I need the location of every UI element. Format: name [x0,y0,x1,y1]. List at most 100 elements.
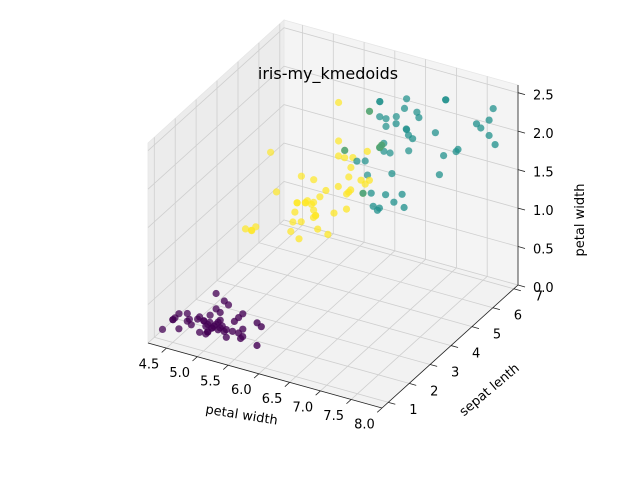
x-tick-label: 4.5 [139,358,160,373]
data-point [169,316,177,324]
data-point [382,115,390,123]
x-tick-label: 5.5 [200,375,221,390]
data-point [322,186,330,195]
data-point [220,297,228,305]
x-tick-mark [346,399,352,405]
data-point [230,317,238,325]
x-tick-mark [223,364,229,370]
data-point [307,200,316,208]
y-axis-label: sepat lenth [457,361,523,420]
data-point [324,230,332,238]
z-tick-label: 2.5 [533,89,554,104]
data-point [237,334,245,343]
data-point [361,157,369,165]
z-tick-label: 0.0 [533,281,554,296]
data-point [413,108,421,116]
data-point [485,131,493,140]
y-tick-mark [388,401,396,405]
data-point [334,182,342,191]
data-points [158,95,499,350]
z-tick-mark [517,246,526,249]
data-point [241,225,250,233]
z-tick-mark [517,130,526,134]
y-tick-label: 1 [409,403,417,418]
data-point [187,321,195,329]
data-point [369,202,377,210]
y-tick-label: 7 [535,290,543,305]
y-tick-mark [471,326,480,329]
data-point [472,120,481,128]
x-tick-label: 7.5 [323,409,344,424]
data-point [375,204,383,212]
z-grid-line [147,27,519,151]
z-axis-label: petal width [573,184,588,257]
data-point [378,141,386,149]
data-point [398,190,406,198]
x-tick-label: 7.0 [293,400,314,415]
data-point [440,152,448,160]
data-point [214,318,222,326]
y-tick-mark [430,364,438,367]
data-point [158,325,167,333]
data-point [365,107,374,115]
data-point [228,327,237,335]
data-point [376,98,384,106]
data-point [247,226,256,234]
data-point [357,176,365,184]
data-point [341,154,349,162]
data-point [289,218,297,226]
data-point [347,163,355,172]
x-tick-label: 8.0 [354,417,375,432]
data-point [409,135,417,143]
x-tick-mark [192,356,198,362]
data-point [390,198,398,206]
data-point [392,113,400,121]
data-point [353,157,361,165]
y-tick-mark [450,345,459,348]
data-point [206,318,214,326]
data-point [435,171,443,179]
data-point [310,206,318,214]
data-point [214,326,222,334]
data-point [382,191,390,199]
y-tick-label: 4 [472,346,480,361]
data-point [388,170,396,178]
z-tick-label: 0.5 [533,242,554,257]
z-tick-label: 2.0 [533,127,554,142]
data-point [403,95,411,103]
data-point [363,147,371,155]
z-tick-mark [517,92,526,96]
data-point [442,96,450,104]
data-point [196,313,204,321]
x-tick-mark [315,390,321,396]
data-point [310,176,318,184]
x-tick-mark [161,347,167,353]
data-point [175,325,183,333]
z-grid-line [147,219,519,344]
data-point [287,227,295,236]
y-tick-label: 6 [514,309,522,324]
data-point [253,319,261,327]
x-tick-label: 5.0 [169,366,190,381]
z-grid-line [147,142,519,267]
data-point [367,189,375,197]
x-tick-mark [253,373,260,379]
data-point [431,129,439,137]
data-point [335,98,343,107]
data-point [386,149,394,157]
chart-title: iris-my_kmedoids [258,64,398,84]
z-grid-line [147,181,519,305]
data-point [222,333,230,341]
data-point [400,104,409,112]
data-point [175,310,183,318]
data-point [485,116,493,124]
data-point [206,311,214,319]
data-point [297,218,305,226]
x-tick-label: 6.0 [231,383,252,398]
data-point [342,205,351,213]
data-point [345,173,353,181]
y-tick-label: 3 [451,365,459,380]
data-point [491,141,499,149]
data-point [267,148,275,156]
